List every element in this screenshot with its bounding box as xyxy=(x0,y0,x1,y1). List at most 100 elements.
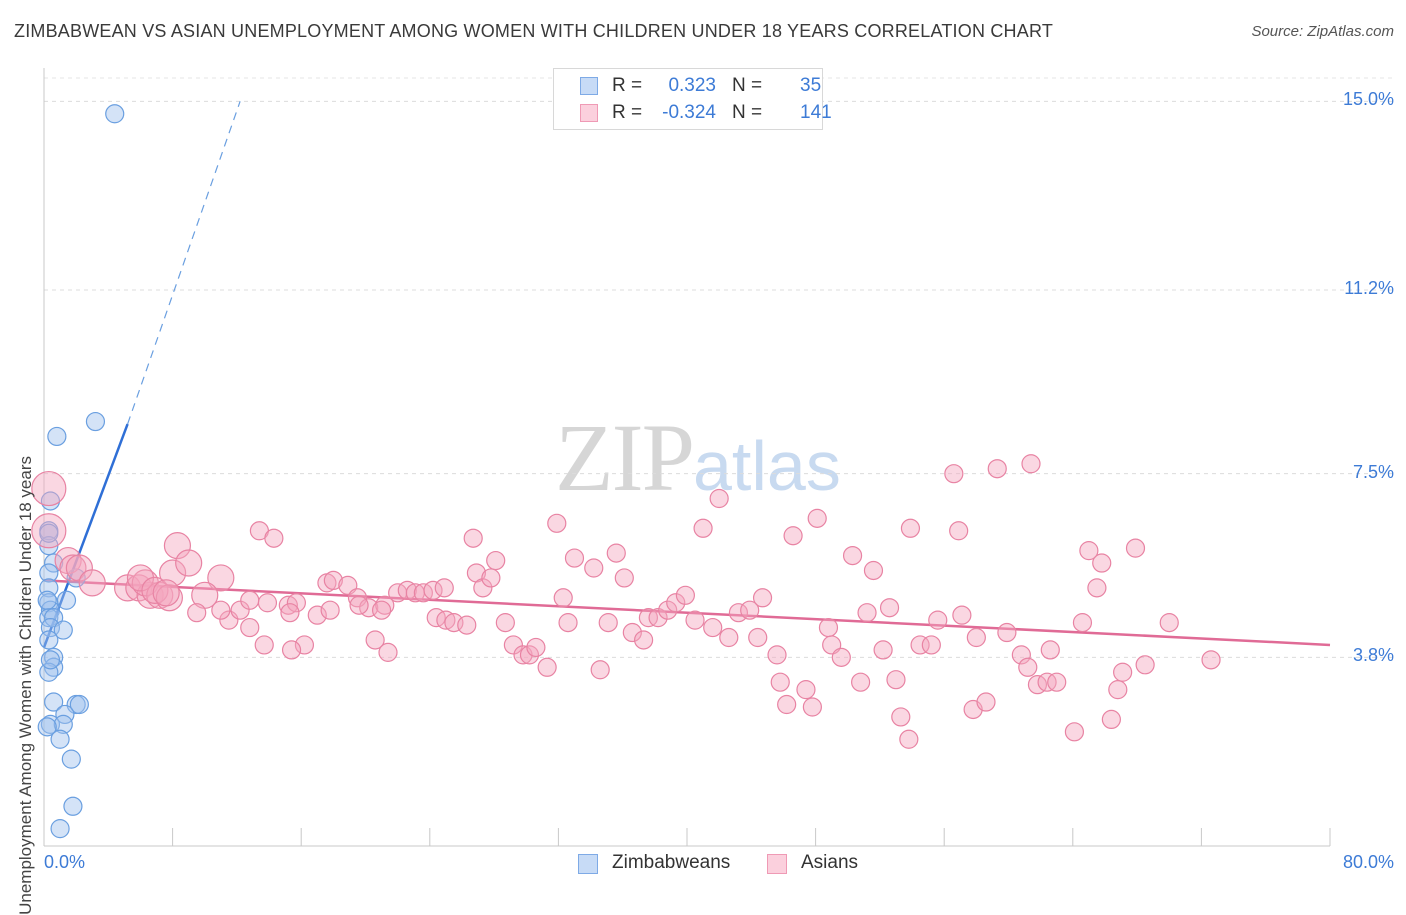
trend-line-zimbabweans-extension xyxy=(127,101,241,425)
point-asians xyxy=(473,578,493,598)
point-asians xyxy=(423,580,443,600)
point-asians xyxy=(1064,722,1085,742)
point-zimbabweans xyxy=(39,523,59,543)
n-label: N = xyxy=(732,102,763,123)
point-asians xyxy=(944,464,964,484)
legend-label: Asians xyxy=(801,852,859,873)
point-zimbabweans xyxy=(39,662,59,682)
legend-swatch-pink xyxy=(767,854,787,874)
correlation-legend: R = 0.323 N = 35 R = -0.324 N = 141 xyxy=(553,68,832,130)
trend-line-asians xyxy=(43,579,1331,647)
point-zimbabweans xyxy=(37,590,57,610)
point-asians xyxy=(928,610,948,630)
point-asians xyxy=(1072,613,1093,633)
legend-swatch-pink xyxy=(580,104,598,122)
point-asians xyxy=(648,608,668,628)
point-asians xyxy=(320,600,340,620)
point-asians xyxy=(349,595,369,615)
point-asians xyxy=(1079,541,1099,561)
point-asians xyxy=(606,543,626,563)
point-asians xyxy=(685,610,705,630)
point-asians xyxy=(211,600,231,620)
y-axis-label-wrap: Unemployment Among Women with Children U… xyxy=(16,227,36,915)
n-value: 35 xyxy=(800,75,822,96)
point-asians xyxy=(900,518,921,538)
point-asians xyxy=(584,558,604,578)
point-zimbabweans xyxy=(40,650,61,670)
point-asians xyxy=(1047,672,1067,692)
point-asians xyxy=(873,640,893,660)
point-asians xyxy=(1108,680,1128,700)
n-label: N = xyxy=(732,75,763,96)
legend-swatch-blue xyxy=(580,77,598,95)
point-asians xyxy=(175,549,203,577)
point-asians xyxy=(740,600,760,620)
point-asians xyxy=(503,635,523,655)
point-asians xyxy=(748,627,768,648)
point-zimbabweans xyxy=(50,729,70,749)
point-asians xyxy=(675,585,695,605)
point-asians xyxy=(976,692,996,712)
point-asians xyxy=(807,508,827,528)
point-asians xyxy=(598,613,618,633)
point-asians xyxy=(1201,650,1221,670)
point-asians xyxy=(658,600,678,620)
point-asians xyxy=(987,459,1007,479)
point-asians xyxy=(796,680,816,700)
point-asians xyxy=(752,588,773,608)
x-tick-label-max: 80.0% xyxy=(1342,852,1394,872)
trend-lines xyxy=(42,101,1331,648)
point-asians xyxy=(863,560,884,581)
point-asians xyxy=(818,617,839,638)
chart-title: ZIMBABWEAN VS ASIAN UNEMPLOYMENT AMONG W… xyxy=(14,21,1054,41)
point-asians xyxy=(952,605,972,625)
point-zimbabweans xyxy=(47,426,67,447)
point-asians xyxy=(280,603,300,623)
y-tick-label: 3.8% xyxy=(1352,645,1394,666)
point-asians xyxy=(230,600,250,620)
point-asians xyxy=(1021,454,1041,474)
point-asians xyxy=(622,622,642,643)
point-asians xyxy=(590,660,610,680)
point-asians xyxy=(307,605,327,625)
point-asians xyxy=(365,630,385,650)
point-zimbabweans xyxy=(53,620,73,640)
point-asians xyxy=(558,613,578,633)
y-tick-label: 15.0% xyxy=(1342,89,1394,110)
y-tick-label: 11.2% xyxy=(1344,278,1394,298)
point-asians xyxy=(1101,709,1121,730)
point-zimbabweans xyxy=(105,104,125,124)
point-asians xyxy=(59,554,87,582)
point-asians xyxy=(1040,640,1060,660)
point-asians xyxy=(31,470,67,507)
point-asians xyxy=(526,637,546,658)
point-asians xyxy=(886,670,906,690)
data-points xyxy=(31,104,1221,839)
point-asians xyxy=(1087,578,1107,598)
point-asians xyxy=(207,564,235,592)
point-asians xyxy=(879,598,900,618)
point-asians xyxy=(666,593,686,613)
watermark: ZIPatlas xyxy=(555,404,841,511)
point-asians xyxy=(537,657,557,677)
point-asians xyxy=(553,588,573,608)
point-asians xyxy=(851,672,871,692)
point-zimbabweans xyxy=(85,411,106,432)
point-zimbabweans xyxy=(37,717,57,737)
point-asians xyxy=(436,610,456,630)
r-value: 0.323 xyxy=(668,75,716,96)
point-asians xyxy=(187,603,207,623)
point-zimbabweans xyxy=(39,563,59,583)
point-asians xyxy=(278,595,298,615)
point-asians xyxy=(899,729,919,749)
point-asians xyxy=(495,613,515,633)
point-asians xyxy=(257,593,278,613)
point-asians xyxy=(240,590,260,610)
n-value: 141 xyxy=(800,102,832,123)
point-asians xyxy=(463,528,483,548)
point-asians xyxy=(1092,553,1112,573)
y-axis-label: Unemployment Among Women with Children U… xyxy=(16,456,35,915)
point-asians xyxy=(910,635,930,655)
axes xyxy=(43,68,1331,847)
point-asians xyxy=(141,576,169,604)
